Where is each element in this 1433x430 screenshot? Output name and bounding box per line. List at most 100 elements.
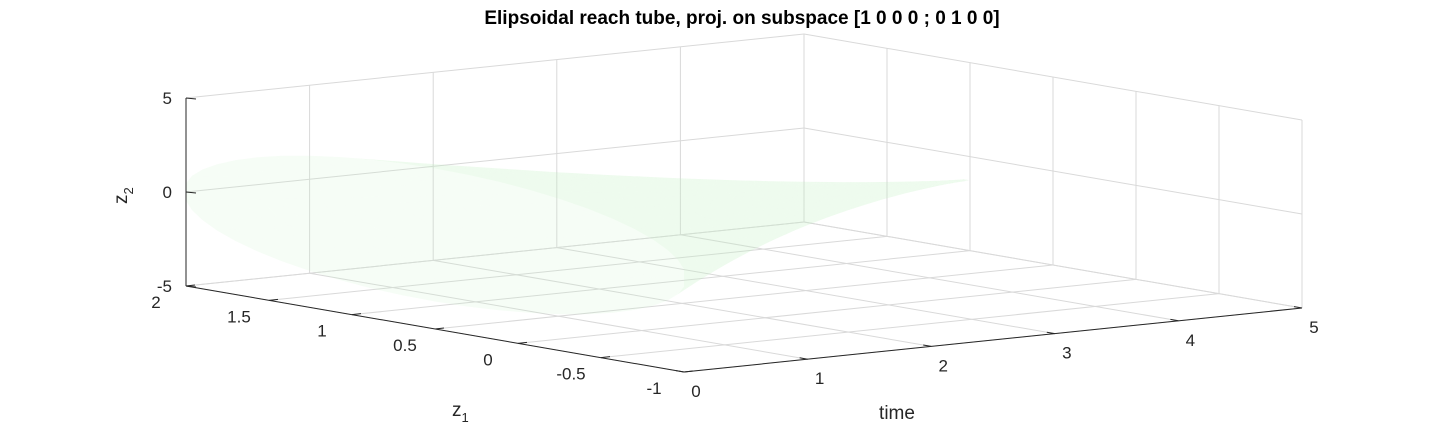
surface-patch [382, 202, 408, 211]
surface-patch [533, 183, 572, 192]
surface-patch [186, 175, 212, 184]
surface-patch [952, 179, 966, 181]
surface-patch [701, 219, 720, 228]
surface-patch [693, 252, 704, 264]
surface-patch [906, 182, 922, 184]
surface-patch [566, 185, 602, 193]
surface-patch [951, 180, 965, 182]
surface-patch [765, 183, 785, 185]
surface-patch [599, 186, 632, 193]
surface-patch [925, 183, 940, 186]
surface-patch [935, 181, 947, 184]
surface-patch [709, 255, 730, 261]
surface-patch [520, 234, 553, 242]
surface-patch [361, 247, 400, 259]
surface-patch [891, 192, 905, 196]
y-tick-label: -1 [646, 379, 661, 398]
surface-patch [354, 260, 395, 272]
surface-patch [786, 190, 804, 194]
surface-patch [374, 235, 410, 246]
surface-patch [767, 236, 781, 243]
surface-patch [816, 182, 835, 184]
surface-patch [537, 171, 570, 173]
surface-patch [791, 205, 805, 210]
surface-patch [555, 298, 591, 304]
surface-patch [566, 227, 596, 235]
surface-patch [589, 174, 621, 178]
surface-patch [740, 235, 749, 244]
surface-patch [893, 181, 910, 183]
surface-patch [312, 165, 348, 170]
surface-patch [472, 168, 514, 174]
surface-patch [192, 169, 223, 177]
surface-patch [757, 238, 774, 243]
surface-patch [751, 182, 772, 184]
surface-patch [782, 216, 792, 223]
surface-patch [511, 182, 552, 191]
surface-patch [825, 202, 836, 208]
surface-patch [584, 186, 606, 190]
surface-patch [721, 259, 736, 267]
surface-patch [956, 180, 968, 183]
surface-patch [682, 281, 694, 292]
surface-patch [864, 197, 879, 201]
surface-patch [831, 205, 848, 209]
surface-patch [606, 198, 629, 204]
surface-patch [655, 282, 680, 288]
surface-patch [945, 180, 957, 182]
surface-patch [832, 182, 850, 184]
surface-patch [737, 222, 760, 227]
surface-patch [716, 218, 740, 224]
surface-patch [601, 301, 631, 307]
x-tick-label: 2 [938, 356, 947, 375]
surface-patch [735, 201, 755, 207]
surface-patch [756, 210, 771, 217]
surface-patch [606, 199, 638, 208]
surface-patch [814, 207, 832, 211]
surface-patch [611, 192, 643, 200]
surface-patch [612, 221, 640, 228]
surface-patch [805, 184, 823, 187]
surface-patch [752, 181, 774, 184]
surface-patch [694, 211, 716, 220]
grid-line-backwall-z [185, 33, 805, 99]
y-tick-label: 0.5 [393, 336, 417, 355]
surface-patch [777, 187, 795, 190]
surface-patch [784, 206, 798, 212]
surface-patch [474, 167, 511, 170]
surface-patch [743, 188, 762, 191]
surface-patch [658, 177, 686, 180]
surface-patch [468, 287, 508, 296]
surface-patch [667, 248, 683, 260]
surface-patch [634, 302, 658, 310]
surface-patch [467, 303, 510, 311]
surface-patch [873, 190, 885, 193]
surface-patch [797, 190, 816, 194]
surface-patch [627, 219, 654, 225]
surface-patch [739, 181, 762, 183]
surface-patch [241, 165, 275, 172]
surface-patch [890, 189, 906, 193]
surface-patch [660, 193, 688, 199]
surface-patch [203, 191, 225, 201]
surface-patch [649, 180, 673, 183]
surface-patch [682, 256, 694, 268]
surface-patch [883, 185, 897, 188]
surface-patch [515, 174, 545, 177]
surface-patch [600, 242, 630, 250]
surface-patch [889, 187, 901, 190]
surface-patch [500, 182, 542, 191]
surface-patch [818, 215, 832, 219]
surface-patch [792, 226, 803, 232]
surface-patch [299, 168, 332, 174]
surface-patch [660, 198, 687, 206]
surface-patch [638, 178, 663, 181]
surface-patch [877, 191, 893, 195]
surface-patch [718, 181, 740, 183]
surface-patch [359, 190, 379, 198]
surface-patch [453, 168, 488, 170]
surface-patch [711, 236, 724, 246]
surface-patch [680, 198, 702, 203]
surface-patch [359, 184, 382, 191]
surface-patch [615, 273, 646, 278]
